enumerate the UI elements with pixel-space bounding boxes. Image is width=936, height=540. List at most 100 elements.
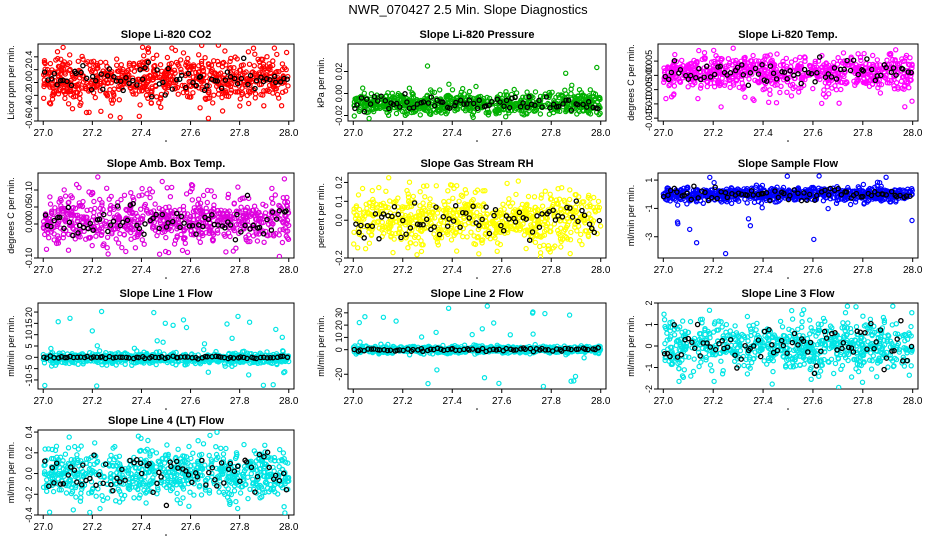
data-point <box>49 208 55 214</box>
highlight-point <box>711 71 718 78</box>
data-point <box>228 71 235 77</box>
data-point <box>281 176 288 182</box>
data-point <box>65 101 72 107</box>
data-point <box>810 85 816 92</box>
data-point <box>61 88 67 94</box>
x-tick-label: 27.6 <box>492 128 512 139</box>
data-point <box>116 83 122 90</box>
data-point <box>237 196 243 203</box>
highlight-point <box>748 188 755 194</box>
data-point <box>174 84 181 91</box>
data-point <box>238 204 244 210</box>
data-point <box>164 208 171 215</box>
highlight-point <box>784 76 790 82</box>
data-point <box>572 209 578 215</box>
highlight-point <box>461 101 467 107</box>
highlight-point <box>850 57 857 63</box>
data-point <box>711 83 718 90</box>
highlight-point <box>169 218 176 225</box>
data-point <box>568 229 574 236</box>
x-tick-label: 27.4 <box>753 128 773 139</box>
data-point <box>145 45 152 51</box>
highlight-point <box>83 75 90 82</box>
data-point <box>195 196 202 202</box>
highlight-point <box>107 222 114 228</box>
data-point <box>753 58 759 64</box>
data-point <box>750 52 756 59</box>
highlight-point <box>400 217 406 224</box>
highlight-point <box>734 64 741 71</box>
data-point <box>115 240 122 246</box>
data-point <box>74 90 81 96</box>
data-point <box>541 228 548 235</box>
data-point <box>874 57 881 63</box>
data-point <box>824 63 830 70</box>
highlight-point <box>190 79 196 86</box>
data-point <box>77 91 83 97</box>
data-point <box>471 240 477 247</box>
highlight-point <box>76 222 83 229</box>
highlight-point <box>825 71 832 77</box>
highlight-point <box>722 189 729 196</box>
data-point <box>835 71 841 77</box>
data-point <box>883 75 889 81</box>
data-point <box>368 90 375 97</box>
data-point <box>60 44 66 51</box>
x-tick-label: 27.0 <box>654 128 674 139</box>
highlight-point <box>173 77 180 83</box>
highlight-point <box>51 70 58 77</box>
data-point <box>558 244 564 250</box>
data-point <box>264 54 270 60</box>
highlight-point <box>361 235 367 241</box>
data-point <box>237 103 243 109</box>
data-point <box>537 243 543 250</box>
data-point <box>483 223 490 229</box>
data-point <box>230 248 236 254</box>
data-point <box>261 103 267 109</box>
data-point <box>276 232 282 238</box>
data-point <box>591 93 597 100</box>
highlight-point <box>735 190 742 196</box>
data-point <box>188 94 194 100</box>
x-tick-label: 27.0 <box>654 265 674 276</box>
data-point <box>190 74 196 80</box>
data-point <box>135 231 142 238</box>
highlight-point <box>68 82 75 89</box>
panel-title: Slope Gas Stream RH <box>420 158 533 170</box>
highlight-point <box>450 218 457 224</box>
highlight-point <box>54 81 60 88</box>
data-point <box>476 251 482 257</box>
data-point <box>475 202 481 208</box>
data-point <box>111 206 117 213</box>
panel-title: Slope Li-820 CO2 <box>121 29 211 41</box>
data-point <box>778 83 784 90</box>
highlight-point <box>268 227 275 233</box>
data-point <box>386 226 393 232</box>
data-point <box>407 240 413 246</box>
data-point <box>116 97 123 103</box>
data-point <box>701 50 708 56</box>
data-point <box>217 70 224 76</box>
data-point <box>569 82 575 89</box>
data-point <box>278 102 285 109</box>
y-tick-label: 15 <box>24 318 34 328</box>
data-point <box>189 197 195 203</box>
data-point <box>487 220 493 227</box>
highlight-point <box>908 69 914 76</box>
highlight-point <box>781 190 787 197</box>
data-point <box>497 241 504 248</box>
highlight-point <box>242 222 248 229</box>
data-point <box>353 95 360 102</box>
data-point <box>118 61 125 68</box>
data-point <box>537 254 544 258</box>
data-point <box>42 66 48 73</box>
highlight-point <box>271 73 278 80</box>
data-point <box>197 105 203 111</box>
highlight-point <box>433 204 439 210</box>
highlight-point <box>354 102 360 108</box>
data-point <box>811 236 817 243</box>
data-point <box>117 114 123 121</box>
highlight-point <box>269 209 276 215</box>
data-point <box>147 194 153 201</box>
axis-dot <box>165 140 167 142</box>
